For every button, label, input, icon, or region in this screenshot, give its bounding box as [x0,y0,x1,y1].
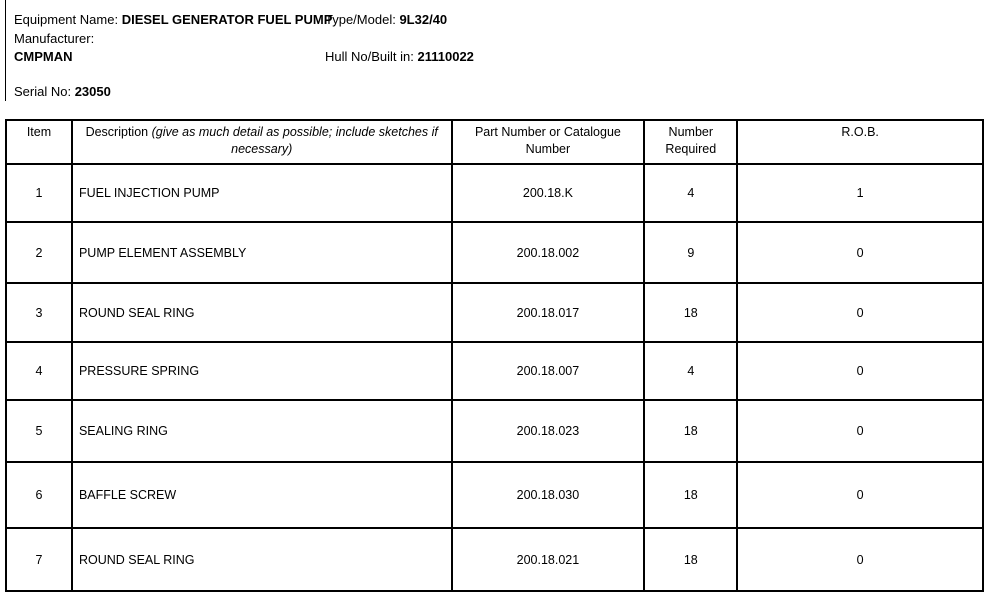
description-cell: PUMP ELEMENT ASSEMBLY [70,221,453,284]
value: 23050 [74,84,111,99]
part-number-cell: 200.18.002 [450,221,646,284]
part-number-cell: 200.18.007 [450,341,646,401]
part-number-cell: 200.18.030 [450,461,646,529]
number-required-cell: 4 [643,341,739,401]
col-item: Item [5,119,73,165]
number-required-cell: 9 [643,221,739,284]
description-note: (give as much detail as possible; includ… [151,125,438,156]
value: DIESEL GENERATOR FUEL PUMP [121,12,333,27]
part-number-cell: 200.18.021 [450,527,646,592]
table-row: 4 PRESSURE SPRING 200.18.007 4 0 [5,341,984,401]
col-description: Description (give as much detail as poss… [70,119,453,165]
item-cell: 4 [5,341,73,401]
item-cell: 5 [5,399,73,463]
description-cell: ROUND SEAL RING [70,527,453,592]
rob-cell: 0 [736,399,984,463]
description-cell: BAFFLE SCREW [70,461,453,529]
part-number-cell: 200.18.017 [450,282,646,343]
label: Equipment Name: [14,12,119,27]
number-required-cell: 18 [643,282,739,343]
table-row: 5 SEALING RING 200.18.023 18 0 [5,399,984,463]
item-cell: 6 [5,461,73,529]
description-label: Description [85,125,149,139]
manufacturer-label: Manufacturer: [14,31,95,46]
label: Serial No: [14,84,72,99]
equipment-header: Equipment Name: DIESEL GENERATOR FUEL PU… [5,0,474,101]
table-row: 6 BAFFLE SCREW 200.18.030 18 0 [5,461,984,529]
item-cell: 2 [5,221,73,284]
col-rob: R.O.B. [736,119,984,165]
item-cell: 7 [5,527,73,592]
hull-no: Hull No/Built in: 21110022 [325,49,474,64]
label: Type/Model: [325,12,396,27]
rob-cell: 0 [736,341,984,401]
rob-cell: 1 [736,163,984,223]
number-required-cell: 18 [643,527,739,592]
part-number-cell: 200.18.K [450,163,646,223]
table-row: 7 ROUND SEAL RING 200.18.021 18 0 [5,527,984,592]
item-cell: 3 [5,282,73,343]
label: Hull No/Built in: [325,49,414,64]
item-cell: 1 [5,163,73,223]
description-cell: ROUND SEAL RING [70,282,453,343]
manufacturer-value: CMPMAN [14,49,73,64]
part-number-cell: 200.18.023 [450,399,646,463]
col-part-number: Part Number or Catalogue Number [450,119,646,165]
rob-cell: 0 [736,221,984,284]
equipment-name: Equipment Name: DIESEL GENERATOR FUEL PU… [14,12,332,27]
number-required-cell: 4 [643,163,739,223]
rob-cell: 0 [736,527,984,592]
rob-cell: 0 [736,282,984,343]
table-row: 1 FUEL INJECTION PUMP 200.18.K 4 1 [5,163,984,223]
value: 21110022 [417,49,474,64]
number-required-cell: 18 [643,399,739,463]
table-row: 2 PUMP ELEMENT ASSEMBLY 200.18.002 9 0 [5,221,984,284]
parts-table: Item Description (give as much detail as… [5,119,984,592]
number-required-cell: 18 [643,461,739,529]
table-header-row: Item Description (give as much detail as… [5,119,984,165]
description-cell: SEALING RING [70,399,453,463]
description-cell: FUEL INJECTION PUMP [70,163,453,223]
serial-no: Serial No: 23050 [14,84,111,99]
type-model: Type/Model: 9L32/40 [325,12,447,27]
col-number-required: Number Required [643,119,739,165]
rob-cell: 0 [736,461,984,529]
value: 9L32/40 [399,12,448,27]
description-cell: PRESSURE SPRING [70,341,453,401]
table-row: 3 ROUND SEAL RING 200.18.017 18 0 [5,282,984,343]
